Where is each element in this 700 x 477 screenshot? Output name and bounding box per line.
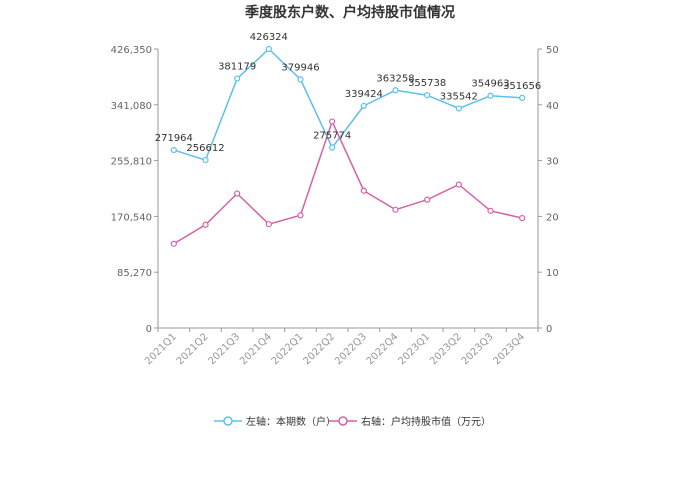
data-point: [424, 92, 431, 99]
data-label: 426324: [250, 32, 288, 43]
data-point: [297, 212, 304, 219]
data-label: 351656: [503, 81, 541, 92]
series-line: [173, 119, 523, 245]
x-tick-label: 2021Q3: [206, 331, 242, 367]
data-point: [424, 196, 431, 203]
legend-item-label: 左轴：本期数（户）: [246, 415, 336, 428]
legend[interactable]: 左轴：本期数（户） 右轴：户均持股市值（万元）: [214, 415, 491, 428]
data-point: [265, 221, 272, 228]
x-tick-label: 2021Q2: [175, 331, 211, 367]
x-tick-label: 2022Q3: [333, 331, 369, 367]
right-tick-label: 40: [546, 101, 559, 112]
data-point: [329, 118, 336, 125]
data-label: 363258: [376, 73, 414, 84]
data-point: [487, 207, 494, 214]
data-point: [170, 146, 177, 154]
left-tick-label: 255,810: [111, 157, 152, 168]
series-line: [173, 47, 523, 162]
data-label: 271964: [155, 133, 193, 144]
data-point: [392, 206, 399, 213]
data-point: [360, 102, 367, 109]
data-point: [170, 240, 177, 247]
data-point: [392, 87, 399, 94]
data-label: 354963: [471, 79, 509, 90]
data-point: [519, 94, 526, 101]
left-tick-label: 426,350: [111, 45, 152, 56]
x-tick-label: 2023Q3: [460, 331, 496, 367]
x-tick-label: 2023Q1: [396, 331, 432, 367]
chart-title: 季度股东户数、户均持股市值情况: [244, 4, 455, 21]
data-point: [265, 45, 272, 53]
data-point: [519, 214, 526, 222]
data-point: [487, 92, 494, 99]
data-label: 381179: [218, 62, 256, 73]
x-tick-label: 2022Q4: [365, 331, 401, 367]
data-label: 335542: [440, 91, 478, 102]
data-point: [234, 75, 241, 82]
x-tick-label: 2021Q1: [143, 331, 179, 367]
left-tick-label: 0: [146, 324, 152, 335]
data-label: 256612: [186, 143, 224, 154]
series-lines-group: [170, 45, 526, 247]
x-tick-label: 2022Q2: [301, 331, 337, 367]
x-tick-label: 2023Q4: [491, 331, 527, 367]
left-tick-label: 341,080: [111, 101, 152, 112]
data-label: 275774: [313, 131, 351, 142]
data-label: 379946: [281, 62, 319, 73]
data-label: 339424: [345, 89, 383, 100]
legend-swatch-marker: [223, 416, 233, 426]
x-tick-label: 2022Q1: [270, 331, 306, 367]
x-tick-label: 2023Q2: [428, 331, 464, 367]
left-tick-label: 85,270: [117, 268, 152, 279]
data-point: [329, 144, 336, 151]
right-tick-label: 10: [546, 268, 559, 279]
right-tick-label: 20: [546, 212, 559, 223]
data-label: 355738: [408, 78, 446, 89]
legend-item-label: 右轴：户均持股市值（万元）: [361, 415, 491, 428]
data-point: [202, 156, 209, 164]
x-tick-label: 2021Q4: [238, 331, 274, 367]
right-tick-label: 0: [546, 324, 552, 335]
data-point: [455, 181, 462, 188]
data-point: [234, 190, 241, 197]
data-point: [360, 187, 367, 194]
left-tick-label: 170,540: [111, 212, 152, 223]
data-point: [455, 105, 462, 112]
data-point: [202, 221, 209, 228]
right-tick-label: 30: [546, 157, 559, 168]
legend-swatch-marker: [338, 416, 348, 426]
right-tick-label: 50: [546, 45, 559, 56]
data-point: [297, 76, 304, 83]
